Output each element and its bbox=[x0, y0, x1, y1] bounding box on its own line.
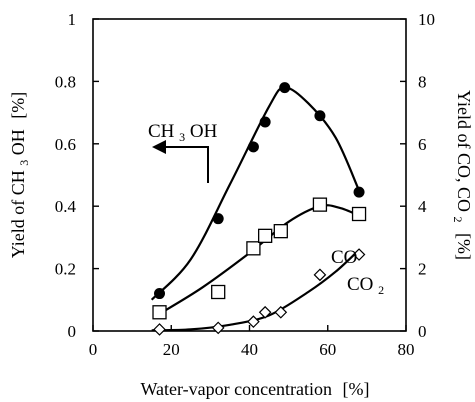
left-y-tick-label: 0.4 bbox=[55, 197, 77, 216]
left-y-unit: [%] bbox=[8, 92, 28, 119]
x-axis-title: Water-vapor concentration [%] bbox=[140, 379, 369, 399]
data-point-ch3oh bbox=[212, 213, 224, 225]
left-y-label-end: OH bbox=[8, 129, 28, 155]
left-y-tick-label: 0.2 bbox=[55, 260, 76, 279]
left-y-axis-title: Yield of CH 3 OH [%] bbox=[8, 92, 32, 258]
data-point-co bbox=[273, 224, 288, 239]
right-y-tick-label: 8 bbox=[418, 72, 427, 91]
x-tick-label: 80 bbox=[398, 340, 415, 359]
annotation-co: CO bbox=[331, 247, 357, 268]
data-point-co bbox=[246, 241, 261, 256]
right-y-axis-title: Yield of CO, CO 2 [%] bbox=[450, 90, 474, 260]
fit-curve-ch3oh bbox=[150, 86, 361, 301]
annotation-co2: CO 2 bbox=[347, 274, 384, 297]
data-point-co2 bbox=[313, 268, 327, 282]
annotation-ch3oh-sub: 3 bbox=[179, 130, 185, 144]
left-y-tick-label: 0.6 bbox=[55, 135, 76, 154]
left-y-label-sub: 3 bbox=[17, 160, 31, 166]
fit-curves bbox=[150, 86, 361, 332]
right-y-tick-label: 0 bbox=[418, 322, 427, 341]
data-point-ch3oh bbox=[314, 110, 326, 122]
fit-curve-co bbox=[158, 204, 360, 315]
data-point-co2 bbox=[153, 323, 166, 336]
right-y-tick-label: 2 bbox=[418, 260, 427, 279]
fit-curve-co2 bbox=[151, 249, 360, 332]
x-axis-unit: [%] bbox=[343, 379, 370, 399]
data-markers bbox=[152, 82, 367, 336]
left-y-tick-label: 0 bbox=[68, 322, 77, 341]
annotation-ch3oh: CH 3 OH bbox=[148, 121, 218, 146]
x-axis-label: Water-vapor concentration bbox=[140, 379, 332, 399]
x-tick-label: 60 bbox=[319, 340, 336, 359]
x-tick-label: 20 bbox=[163, 340, 180, 359]
x-tick-label: 40 bbox=[241, 340, 258, 359]
data-point-co2 bbox=[211, 321, 225, 335]
data-point-ch3oh bbox=[259, 116, 271, 128]
right-y-unit: [%] bbox=[454, 233, 474, 260]
right-y-tick-label: 4 bbox=[418, 197, 427, 216]
right-y-tick-label: 6 bbox=[418, 135, 427, 154]
right-y-label-sub: 2 bbox=[451, 217, 465, 223]
left-y-label-main: Yield of CH bbox=[8, 170, 28, 258]
x-tick-label: 0 bbox=[89, 340, 98, 359]
annotation-co2-main: CO bbox=[347, 274, 373, 295]
data-point-co2 bbox=[258, 305, 272, 319]
annotation-ch3oh-end: OH bbox=[190, 121, 218, 142]
data-point-ch3oh bbox=[154, 288, 166, 300]
data-point-co bbox=[211, 284, 226, 300]
data-point-ch3oh bbox=[279, 82, 291, 94]
annotation-co2-sub: 2 bbox=[378, 283, 384, 297]
left-y-tick-label: 1 bbox=[68, 10, 77, 29]
right-y-tick-label: 10 bbox=[418, 10, 435, 29]
data-point-co bbox=[257, 228, 273, 243]
data-point-co bbox=[312, 197, 328, 212]
data-point-co2 bbox=[247, 315, 260, 328]
left-y-tick-label: 0.8 bbox=[55, 72, 76, 91]
data-point-co2 bbox=[352, 248, 366, 261]
data-point-co bbox=[152, 305, 167, 320]
right-y-label-main: Yield of CO, CO bbox=[454, 90, 474, 212]
annotation-ch3oh-main: CH bbox=[148, 121, 175, 142]
data-point-ch3oh bbox=[353, 186, 365, 198]
arrow-left-icon bbox=[152, 140, 209, 183]
data-point-ch3oh bbox=[247, 141, 259, 153]
data-point-co bbox=[351, 206, 367, 222]
data-point-co2 bbox=[274, 305, 288, 319]
